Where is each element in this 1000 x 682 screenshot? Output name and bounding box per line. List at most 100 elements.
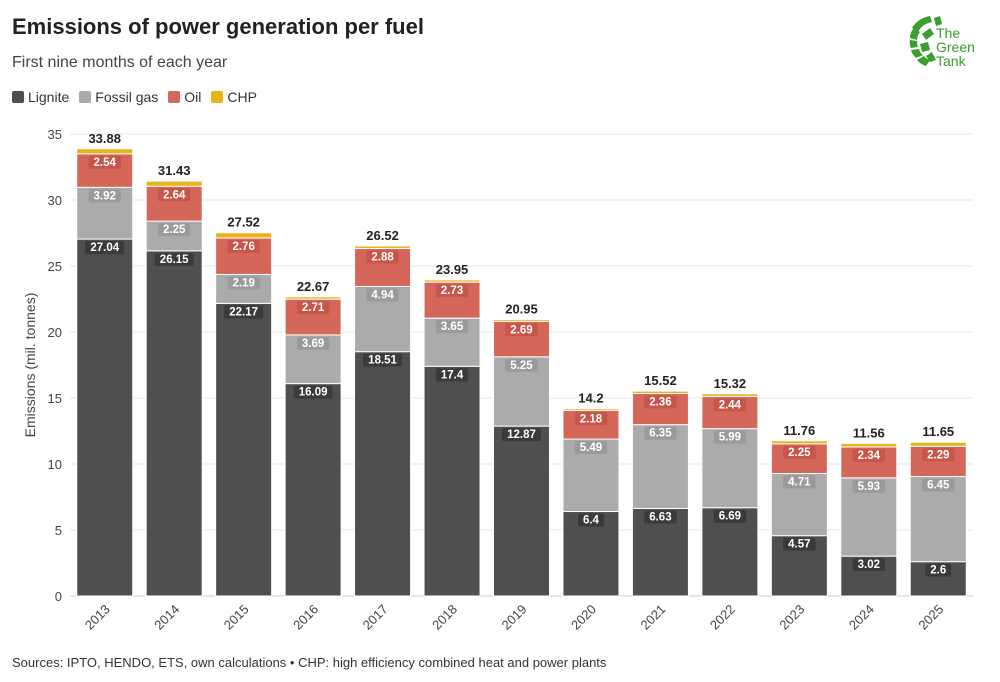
x-tick-label: 2020 (568, 602, 599, 633)
x-tick-label: 2025 (915, 602, 946, 633)
x-tick-label: 2013 (82, 602, 113, 633)
data-label-lignite: 6.69 (719, 511, 741, 523)
x-tick-label: 2014 (151, 602, 182, 633)
bar-chp (562, 408, 620, 411)
data-label-lignite: 26.15 (160, 254, 189, 266)
y-tick-label: 5 (55, 523, 62, 538)
data-label-lignite: 2.6 (930, 565, 946, 577)
data-label-bg (783, 537, 816, 551)
logo-text-the: The (936, 25, 961, 41)
data-label-bg (296, 336, 330, 350)
data-label-bg (852, 479, 886, 493)
green-tank-logo-icon (909, 16, 942, 66)
legend-swatch-lignite (12, 91, 24, 103)
data-label-lignite: 17.4 (441, 369, 464, 381)
legend-swatch-chp (211, 91, 224, 103)
data-label-oil: 2.54 (94, 157, 117, 169)
bar-chp (423, 279, 481, 283)
bar-lignite (215, 302, 273, 597)
x-tick-label: 2021 (637, 602, 668, 633)
total-label: 27.52 (227, 215, 260, 230)
y-tick-label: 25 (48, 259, 62, 274)
legend: Lignite Fossil gas Oil CHP (12, 89, 257, 105)
bar-chp (909, 441, 967, 447)
bar-chp (76, 148, 134, 155)
bar-chp (770, 440, 828, 445)
total-label: 11.56 (853, 425, 885, 440)
data-label-oil: 2.69 (510, 324, 532, 336)
y-tick-label: 30 (48, 193, 62, 208)
bar-chp (701, 393, 759, 397)
legend-item-chp[interactable]: CHP (211, 89, 257, 105)
data-label-fossil_gas: 3.69 (302, 338, 324, 350)
data-label-bg (88, 155, 121, 169)
data-label-oil: 2.64 (163, 189, 186, 201)
data-label-bg (502, 428, 541, 442)
legend-item-oil[interactable]: Oil (168, 89, 201, 105)
data-label-bg (574, 441, 608, 455)
data-label-fossil_gas: 5.25 (510, 360, 533, 372)
data-label-bg (88, 189, 121, 203)
chart-subtitle: First nine months of each year (12, 54, 228, 71)
data-label-oil: 2.44 (719, 399, 742, 411)
data-label-lignite: 4.57 (788, 539, 810, 551)
data-label-lignite: 27.04 (90, 242, 119, 254)
data-label-fossil_gas: 2.19 (232, 277, 254, 289)
data-label-bg (85, 241, 125, 255)
data-label-bg (227, 276, 260, 290)
bar-lignite (284, 383, 342, 597)
y-tick-label: 0 (55, 589, 62, 604)
legend-swatch-fossil-gas (79, 91, 92, 103)
total-label: 31.43 (158, 163, 191, 178)
data-label-bg (783, 475, 816, 489)
data-label-fossil_gas: 6.45 (927, 480, 950, 492)
data-label-lignite: 22.17 (229, 306, 258, 318)
data-label-fossil_gas: 5.93 (858, 481, 880, 493)
data-label-bg (922, 478, 955, 492)
data-label-oil: 2.71 (302, 302, 325, 314)
legend-label-oil: Oil (184, 89, 202, 105)
bar-lignite (840, 555, 898, 597)
data-label-bg (578, 513, 604, 527)
total-label: 20.95 (505, 301, 538, 316)
bar-chp (215, 232, 273, 239)
data-label-lignite: 3.02 (858, 559, 880, 571)
data-label-bg (435, 284, 469, 298)
data-label-bg (713, 430, 747, 444)
data-label-fossil_gas: 3.92 (94, 190, 116, 202)
data-label-oil: 2.18 (580, 413, 603, 425)
data-label-bg (644, 426, 677, 440)
data-label-oil: 2.34 (858, 450, 881, 462)
total-label: 14.2 (578, 391, 603, 406)
bar-lignite (145, 250, 203, 597)
data-label-fossil_gas: 4.94 (371, 289, 394, 301)
data-label-bg (366, 250, 399, 264)
legend-item-lignite[interactable]: Lignite (12, 89, 69, 105)
bar-lignite (423, 365, 481, 597)
data-label-oil: 2.36 (649, 397, 671, 409)
data-label-oil: 2.25 (788, 447, 811, 459)
data-label-oil: 2.29 (927, 449, 949, 461)
legend-label-fossil-gas: Fossil gas (95, 89, 159, 105)
data-label-fossil_gas: 5.49 (580, 442, 602, 454)
bar-chp (631, 390, 689, 395)
data-label-bg (157, 188, 191, 202)
logo-text-tank: Tank (936, 53, 966, 69)
legend-item-fossil-gas[interactable]: Fossil gas (79, 89, 158, 105)
y-tick-label: 15 (48, 391, 62, 406)
data-label-bg (224, 305, 264, 319)
total-label: 26.52 (366, 228, 399, 243)
data-label-bg (363, 353, 403, 367)
data-label-bg (574, 412, 608, 426)
x-tick-label: 2019 (499, 602, 530, 633)
x-tick-label: 2022 (707, 602, 738, 633)
data-label-bg (296, 301, 330, 315)
data-label-bg (505, 323, 538, 337)
y-tick-label: 35 (48, 127, 62, 142)
x-tick-label: 2018 (429, 602, 460, 633)
data-label-oil: 2.76 (232, 241, 254, 253)
logo-text-green: Green (936, 39, 975, 55)
bar-chp (284, 296, 342, 300)
data-label-lignite: 16.09 (299, 387, 328, 399)
